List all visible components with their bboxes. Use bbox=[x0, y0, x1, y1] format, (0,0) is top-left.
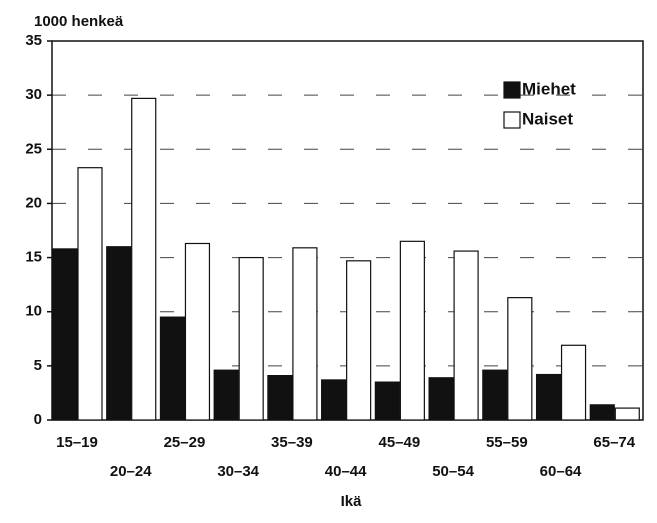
bar bbox=[267, 375, 293, 421]
x-tick-label: 30–34 bbox=[217, 463, 259, 480]
bar bbox=[184, 242, 211, 421]
y-tick-label: 5 bbox=[34, 357, 42, 374]
legend-swatch bbox=[503, 81, 521, 99]
bar bbox=[453, 250, 479, 421]
bar bbox=[106, 246, 132, 421]
y-tick-label: 15 bbox=[25, 249, 42, 266]
legend-swatch bbox=[503, 111, 521, 129]
bar bbox=[52, 248, 78, 421]
bar bbox=[374, 381, 400, 421]
legend-label: Miehet bbox=[522, 79, 576, 98]
bar bbox=[535, 373, 562, 421]
x-tick-label: 40–44 bbox=[325, 463, 367, 480]
bar bbox=[589, 404, 615, 421]
x-tick-label: 45–49 bbox=[379, 434, 421, 451]
y-tick-label: 10 bbox=[25, 303, 42, 320]
bar bbox=[428, 377, 454, 421]
x-tick-label: 35–39 bbox=[271, 434, 313, 451]
bar bbox=[560, 344, 587, 421]
bar bbox=[507, 297, 533, 421]
x-tick-label: 60–64 bbox=[540, 463, 582, 480]
bar bbox=[159, 316, 186, 421]
y-tick-label: 0 bbox=[34, 411, 42, 428]
x-tick-label: 20–24 bbox=[110, 463, 152, 480]
bar bbox=[399, 240, 425, 421]
bar bbox=[77, 167, 103, 421]
y-tick-label: 20 bbox=[25, 194, 42, 211]
bar bbox=[614, 407, 640, 421]
x-tick-label: 55–59 bbox=[486, 434, 528, 451]
x-tick-label: 25–29 bbox=[164, 434, 206, 451]
bar bbox=[292, 247, 318, 421]
x-axis-label: Ikä bbox=[341, 493, 363, 510]
bar bbox=[131, 97, 157, 421]
bar bbox=[346, 260, 372, 421]
x-tick-label: 65–74 bbox=[593, 434, 635, 451]
x-tick-label: 15–19 bbox=[56, 434, 98, 451]
legend-label: Naiset bbox=[522, 109, 573, 128]
y-tick-label: 35 bbox=[25, 32, 42, 49]
bar bbox=[213, 369, 239, 421]
y-tick-label: 30 bbox=[25, 86, 42, 103]
x-tick-label: 50–54 bbox=[432, 463, 474, 480]
y-axis-label: 1000 henkeä bbox=[34, 13, 124, 30]
bar bbox=[238, 256, 264, 421]
y-tick-label: 25 bbox=[25, 140, 42, 157]
bar bbox=[482, 369, 508, 421]
bar bbox=[321, 379, 347, 421]
